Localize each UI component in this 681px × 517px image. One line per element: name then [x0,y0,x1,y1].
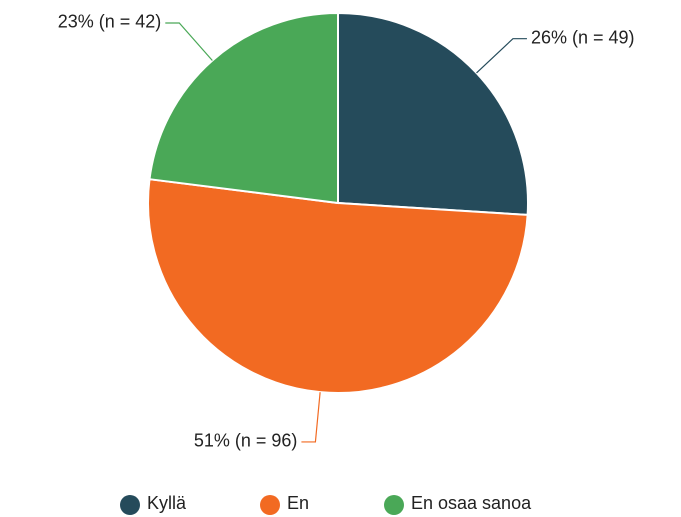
pie-slice [337,11,529,216]
leader-line [476,38,527,74]
data-label: 23% (n = 42) [58,12,162,32]
legend-label: En [287,493,309,513]
data-label: 51% (n = 96) [194,431,298,451]
legend-label: En osaa sanoa [411,493,532,513]
legend-marker [384,495,404,515]
legend-marker [120,495,140,515]
legend-label: Kyllä [147,493,187,513]
pie-slice [147,178,529,394]
leader-line [165,22,213,61]
pie-slice [148,11,339,205]
data-label: 26% (n = 49) [531,27,635,47]
leader-line [301,392,321,443]
legend-marker [260,495,280,515]
